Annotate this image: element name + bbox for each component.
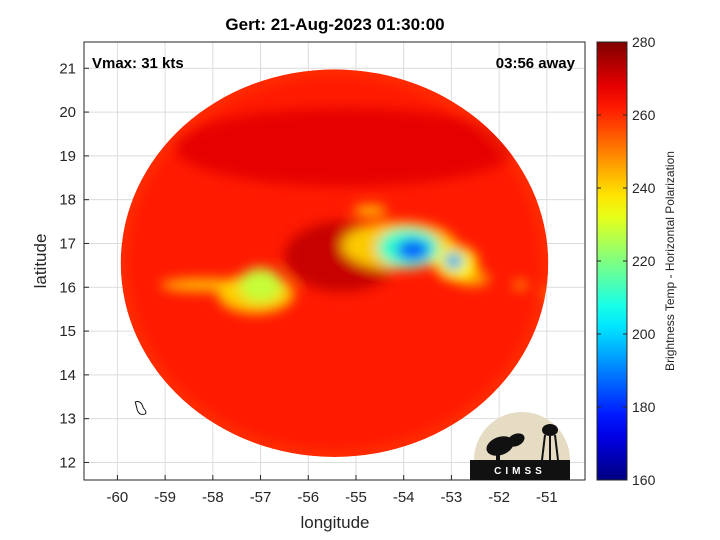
colorbar-tick-label: 260	[632, 107, 656, 123]
colorbar: 160 180 200 220 240 260 280 Brightness Temp - …	[596, 34, 677, 488]
vmax-annotation: Vmax: 31 kts	[92, 55, 184, 72]
y-axis-ticks: 12 13 14 15 16 17 18 19 20 21	[59, 60, 89, 471]
y-tick-label: 14	[59, 367, 76, 384]
x-tick-label: -60	[107, 489, 129, 506]
colorbar-tick-label: 240	[632, 180, 656, 196]
feature-northern-band	[353, 205, 387, 216]
feature-northern-arc	[174, 107, 519, 187]
colorbar-label: Brightness Temp - Horizontal Polarizatio…	[663, 151, 677, 371]
x-tick-label: -55	[345, 489, 367, 506]
cimss-logo: CIMSS	[470, 412, 570, 480]
logo-tower-leg	[554, 434, 559, 461]
x-tick-label: -53	[441, 489, 463, 506]
colorbar-gradient	[596, 41, 628, 481]
x-tick-label: -51	[536, 489, 558, 506]
colorbar-tick-label: 160	[632, 472, 656, 488]
logo-dish-icon	[486, 436, 514, 456]
colorbar-ticks: 160 180 200 220 240 260 280	[597, 34, 656, 488]
x-tick-label: -57	[250, 489, 272, 506]
x-tick-label: -59	[154, 489, 176, 506]
plot-frame	[83, 41, 586, 481]
swath-features	[160, 107, 549, 314]
coastline-barbados	[134, 401, 147, 415]
y-tick-label: 21	[59, 60, 76, 77]
y-axis-label: latitude	[31, 234, 50, 289]
time-away-annotation: 03:56 away	[496, 55, 576, 72]
logo-banner	[470, 460, 570, 480]
plot-area: -60 -59 -58 -57 -56 -55 -54 -53 -52 -51 121314151…	[59, 41, 586, 506]
x-tick-label: -52	[488, 489, 510, 506]
feature-far-east-cell-1	[513, 280, 528, 290]
x-tick-label: -54	[393, 489, 415, 506]
logo-dish-mount	[496, 450, 500, 460]
colorbar-tick-label: 200	[632, 326, 656, 342]
y-tick-label: 15	[59, 323, 76, 340]
feature-western-convection-mid	[239, 267, 283, 303]
y-tick-label: 20	[59, 104, 76, 121]
swath-image	[120, 69, 549, 457]
x-axis-ticks: -60 -59 -58 -57 -56 -55 -54 -53 -52 -51	[107, 475, 558, 506]
y-tick-label: 19	[59, 148, 76, 165]
logo-tower-leg	[541, 434, 546, 461]
x-tick-label: -56	[297, 489, 319, 506]
y-tick-label: 18	[59, 192, 76, 209]
y-tick-label: 12	[59, 454, 76, 471]
logo-dish-small-icon	[507, 433, 525, 447]
logo-water-tower-icon	[542, 424, 558, 436]
x-tick-label: -58	[202, 489, 224, 506]
chart-title: Gert: 21-Aug-2023 01:30:00	[225, 15, 444, 34]
y-tick-label: 13	[59, 411, 76, 428]
feature-eastern-convection-core	[396, 239, 430, 261]
logo-text: CIMSS	[494, 466, 546, 477]
colorbar-tick-label: 180	[632, 399, 656, 415]
y-tick-label: 16	[59, 279, 76, 296]
y-tick-label: 17	[59, 235, 76, 252]
x-axis-label: longitude	[300, 513, 369, 532]
colorbar-tick-label: 220	[632, 253, 656, 269]
colorbar-tick-label: 280	[632, 34, 656, 50]
swath-content	[120, 69, 549, 457]
feature-eastern-small-cell	[444, 252, 464, 270]
